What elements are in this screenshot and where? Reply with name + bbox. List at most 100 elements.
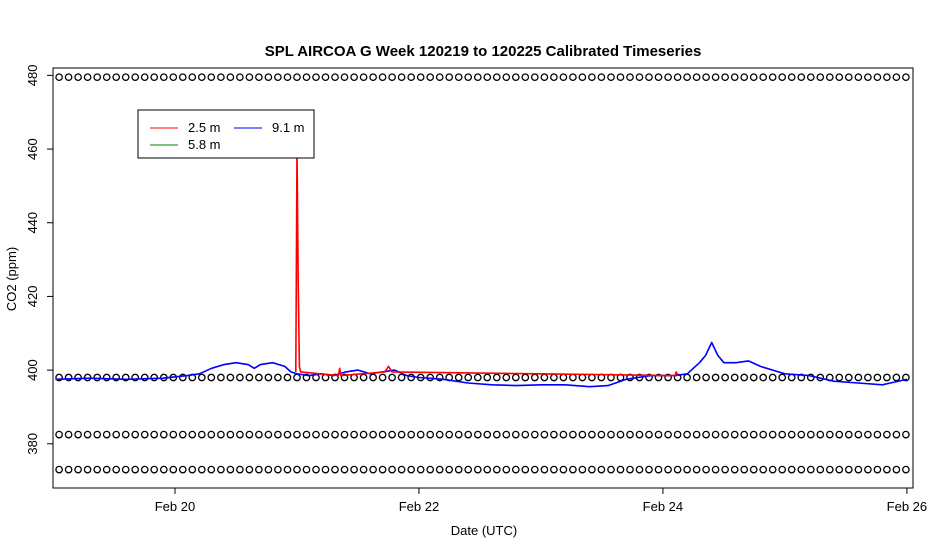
marker-point xyxy=(550,373,558,382)
marker-point xyxy=(797,430,806,439)
marker-point xyxy=(892,373,901,382)
marker-point xyxy=(159,430,168,439)
marker-point xyxy=(664,465,672,474)
marker-point xyxy=(150,465,159,474)
marker-point xyxy=(283,465,292,474)
marker-point xyxy=(559,73,568,82)
marker-point xyxy=(540,465,549,474)
marker-point xyxy=(502,373,511,382)
marker-point xyxy=(454,430,463,439)
marker-point xyxy=(654,73,663,82)
y-tick-label: 480 xyxy=(25,65,40,87)
marker-point xyxy=(797,465,806,474)
marker-point xyxy=(683,373,691,382)
marker-point xyxy=(521,373,530,382)
marker-point xyxy=(616,430,625,439)
marker-point xyxy=(74,73,82,82)
marker-point xyxy=(331,465,339,474)
marker-point xyxy=(578,73,587,82)
marker-point xyxy=(283,73,292,82)
marker-point xyxy=(293,465,301,474)
marker-point xyxy=(473,373,482,382)
marker-point xyxy=(74,373,82,382)
marker-point xyxy=(816,73,825,82)
marker-point xyxy=(150,373,159,382)
marker-point xyxy=(683,430,691,439)
marker-point xyxy=(768,373,777,382)
marker-point xyxy=(740,430,749,439)
marker-point xyxy=(759,73,768,82)
marker-point xyxy=(217,73,225,82)
marker-point xyxy=(293,430,301,439)
marker-point xyxy=(274,430,282,439)
marker-point xyxy=(321,465,330,474)
marker-point xyxy=(55,73,63,82)
marker-point xyxy=(530,373,539,382)
marker-point xyxy=(131,465,140,474)
marker-point xyxy=(369,373,377,382)
marker-point xyxy=(664,430,672,439)
marker-point xyxy=(749,430,758,439)
marker-point xyxy=(559,373,568,382)
marker-point xyxy=(426,465,435,474)
marker-point xyxy=(140,430,149,439)
marker-point xyxy=(112,373,121,382)
marker-point xyxy=(55,465,63,474)
marker-point xyxy=(645,373,653,382)
marker-point xyxy=(321,73,330,82)
marker-point xyxy=(530,73,539,82)
marker-point xyxy=(768,430,777,439)
marker-point xyxy=(768,73,777,82)
marker-point xyxy=(902,73,910,82)
marker-point xyxy=(825,73,834,82)
marker-point xyxy=(597,430,606,439)
marker-point xyxy=(673,430,682,439)
marker-point xyxy=(340,430,349,439)
x-axis: Feb 20 Feb 22 Feb 24 Feb 26 xyxy=(155,488,927,514)
marker-point xyxy=(550,465,558,474)
marker-point xyxy=(711,73,720,82)
marker-point xyxy=(578,373,587,382)
marker-point xyxy=(511,73,520,82)
marker-point xyxy=(711,430,720,439)
marker-point xyxy=(121,430,130,439)
marker-point xyxy=(359,465,368,474)
marker-point xyxy=(350,465,358,474)
marker-point xyxy=(778,73,787,82)
marker-point xyxy=(492,373,501,382)
marker-point xyxy=(578,465,587,474)
marker-point xyxy=(302,465,311,474)
marker-point xyxy=(759,465,768,474)
marker-point xyxy=(435,373,444,382)
marker-point xyxy=(645,465,653,474)
marker-point xyxy=(473,465,482,474)
marker-point xyxy=(873,430,882,439)
marker-point xyxy=(721,373,729,382)
marker-point xyxy=(207,465,216,474)
marker-point xyxy=(359,430,368,439)
marker-point xyxy=(178,73,187,82)
marker-point xyxy=(730,430,739,439)
marker-point xyxy=(768,465,777,474)
marker-point xyxy=(569,73,577,82)
marker-point xyxy=(236,73,244,82)
marker-point xyxy=(83,430,92,439)
y-tick-label: 420 xyxy=(25,286,40,308)
y-tick-label: 400 xyxy=(25,359,40,381)
marker-point xyxy=(197,73,206,82)
marker-point xyxy=(502,465,511,474)
marker-point xyxy=(397,373,406,382)
marker-point xyxy=(597,73,606,82)
marker-point xyxy=(816,465,825,474)
marker-point xyxy=(64,73,73,82)
marker-point xyxy=(721,73,729,82)
marker-point xyxy=(835,465,844,474)
marker-point xyxy=(274,73,282,82)
marker-point xyxy=(645,430,653,439)
marker-point xyxy=(540,430,549,439)
marker-point xyxy=(702,430,710,439)
marker-point xyxy=(217,430,225,439)
marker-point xyxy=(159,465,168,474)
marker-point xyxy=(321,430,330,439)
marker-point xyxy=(454,373,463,382)
